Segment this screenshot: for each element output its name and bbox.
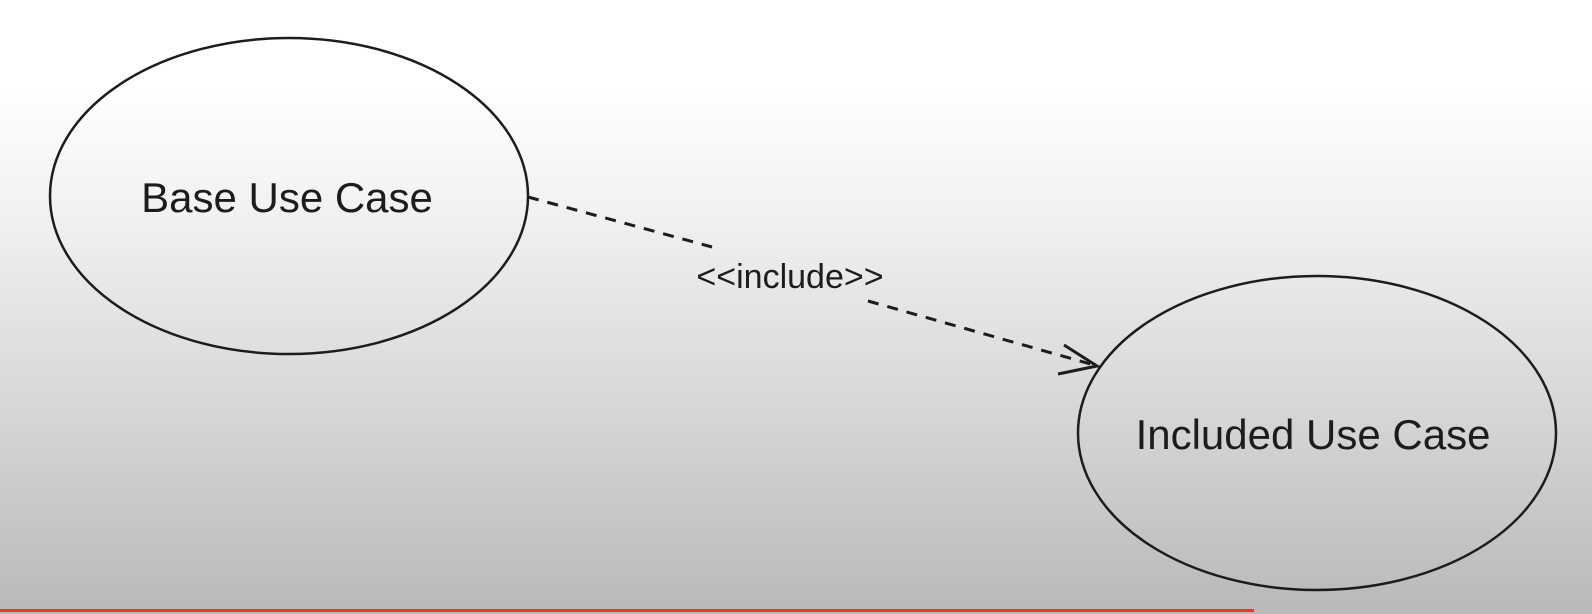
include-label: <<include>> <box>696 258 883 296</box>
include-line-segment-1 <box>527 195 713 249</box>
base-use-case-label: Base Use Case <box>141 174 433 221</box>
included-use-case[interactable]: Included Use Case <box>1076 274 1558 592</box>
base-use-case-ellipse[interactable] <box>48 36 530 356</box>
progress-bar-accent <box>0 609 1254 612</box>
include-line-segment-2 <box>867 299 1095 367</box>
included-use-case-label: Included Use Case <box>1136 411 1491 458</box>
base-use-case[interactable]: Base Use Case <box>48 36 530 356</box>
include-relationship: <<include>> <box>527 195 1101 376</box>
included-use-case-ellipse[interactable] <box>1076 274 1558 592</box>
open-arrowhead-icon <box>1057 343 1101 376</box>
